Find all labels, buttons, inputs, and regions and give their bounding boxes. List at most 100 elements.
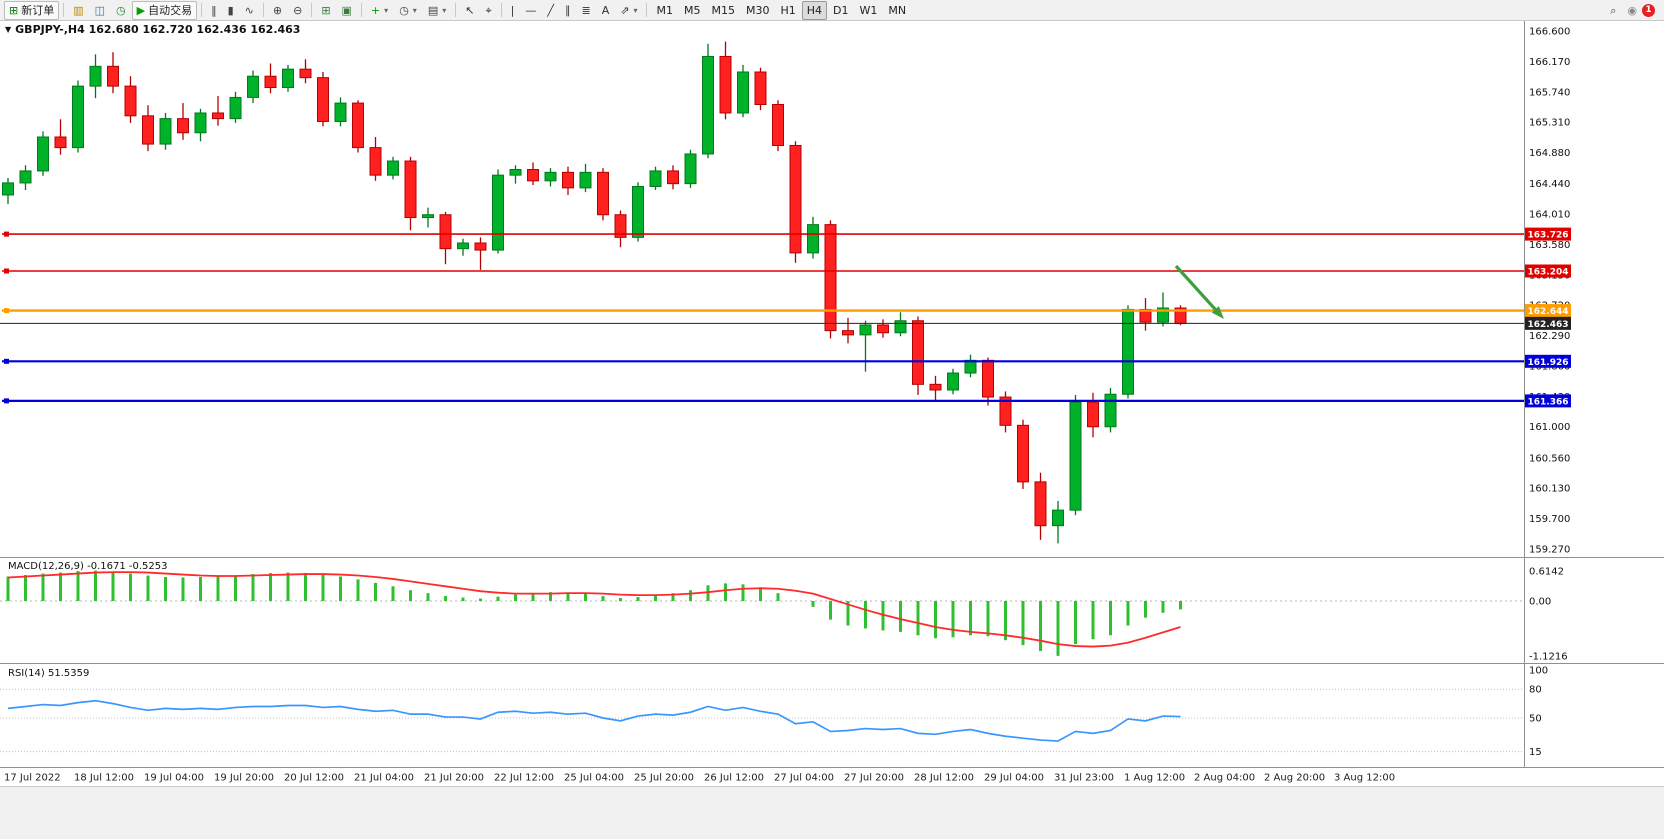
tf-m30[interactable]: M30 [741, 1, 775, 20]
candle-body [194, 112, 207, 134]
svg-text:164.880: 164.880 [1529, 148, 1570, 159]
candle-body [509, 169, 522, 176]
svg-text:165.310: 165.310 [1529, 118, 1570, 129]
candlestick-button[interactable]: ▮ [223, 1, 239, 20]
candle-body [212, 112, 224, 120]
candle-body [1052, 509, 1064, 527]
bar-chart-button[interactable]: ‖ [206, 1, 222, 20]
price-axis[interactable]: 166.600 166.170 165.740 165.310 164.880 164.4… [1529, 27, 1570, 556]
candle-body [124, 85, 137, 117]
hline-handle[interactable] [4, 268, 9, 274]
rsi-indicator-label: RSI(14) 51.5359 [8, 668, 90, 679]
candlestick-icon: ▮ [227, 3, 234, 17]
candle-body [929, 383, 942, 391]
svg-text:20 Jul 12:00: 20 Jul 12:00 [284, 773, 344, 784]
market-watch-button[interactable]: ◷ [111, 1, 131, 20]
zoom-in-button[interactable]: ⊕ [268, 1, 287, 20]
profiles-button[interactable]: ◫ [90, 1, 110, 20]
line-chart-button[interactable]: ∿ [240, 1, 259, 20]
templates-button[interactable]: ▤ ▾ [423, 1, 451, 20]
svg-text:50: 50 [1529, 714, 1542, 725]
candle-body [562, 171, 574, 189]
candle-body [387, 160, 399, 176]
cascade-icon: ▣ [341, 3, 352, 17]
svg-text:27 Jul 04:00: 27 Jul 04:00 [774, 773, 834, 784]
charts-button[interactable]: ▥ [68, 1, 88, 20]
candle-body [859, 324, 872, 336]
autotrade-button[interactable]: ▶ 自动交易 [131, 0, 198, 20]
hlines-layer: 163.726 163.204 162.644 161.926 161.366 162.4… [0, 227, 1571, 408]
svg-text:18 Jul 12:00: 18 Jul 12:00 [74, 773, 134, 784]
indicators-button[interactable]: + ▾ [366, 1, 393, 20]
channel-button[interactable]: ∥ [560, 1, 576, 20]
candle-body [352, 102, 364, 149]
trendline-icon: ╱ [547, 3, 554, 17]
dropdown-caret-icon: ▾ [384, 5, 389, 15]
candle-body [1122, 308, 1134, 395]
vertical-line-button[interactable]: | [506, 1, 520, 20]
svg-text:3 Aug 12:00: 3 Aug 12:00 [1334, 773, 1395, 784]
period-icon: ◷ [399, 3, 409, 17]
new-order-button[interactable]: ⊞ 新订单 [4, 0, 60, 20]
profiles-icon: ◫ [94, 3, 106, 17]
candle-body [842, 330, 854, 336]
candle-body [264, 75, 277, 89]
candle-body [527, 169, 539, 182]
text-button[interactable]: A [597, 1, 615, 20]
tf-mn[interactable]: MN [883, 1, 911, 20]
zoom-out-icon: ⊖ [293, 3, 303, 17]
zoom-out-button[interactable]: ⊖ [288, 1, 307, 20]
alerts-button[interactable]: ◉ 1 [1622, 1, 1660, 20]
tf-h1[interactable]: H1 [775, 1, 800, 20]
collapse-icon[interactable]: ▼ [5, 25, 12, 34]
price-tag: 163.204 [1525, 264, 1571, 278]
toolbar: ⊞ 新订单 ▥ ◫ ◷ ▶ 自动交易 ‖ ▮ ∿ ⊕ ⊖ ⊞ ▣ + ▾ ◷ ▾ ▤ ▾ ↖ ⌖ | — ╱ ∥ ≣ A ⇗ ▾ M1 M5 M… [0, 0, 1664, 21]
tf-h4[interactable]: H4 [801, 0, 828, 20]
svg-text:31 Jul 23:00: 31 Jul 23:00 [1054, 773, 1114, 784]
svg-text:21 Jul 20:00: 21 Jul 20:00 [424, 773, 484, 784]
hline-handle[interactable] [4, 398, 9, 404]
trendline-button[interactable]: ╱ [542, 1, 559, 20]
tf-w1-label: W1 [859, 3, 878, 17]
svg-text:-1.1216: -1.1216 [1529, 651, 1568, 662]
candle-body [299, 68, 312, 79]
tf-m1-label: M1 [656, 3, 673, 17]
candle-body [982, 359, 994, 398]
fibonacci-button[interactable]: ≣ [577, 1, 596, 20]
tf-m1[interactable]: M1 [651, 1, 678, 20]
cursor-button[interactable]: ↖ [460, 1, 479, 20]
search-button[interactable]: ⌕ [1605, 1, 1621, 20]
hline-handle[interactable] [4, 308, 9, 314]
horizontal-line-button[interactable]: — [520, 1, 541, 20]
svg-text:161.366: 161.366 [1528, 397, 1569, 407]
hline-handle[interactable] [4, 231, 9, 237]
candle-body [19, 170, 32, 184]
templates-icon: ▤ [427, 3, 439, 17]
arrows-button[interactable]: ⇗ ▾ [615, 1, 642, 20]
tile-windows-button[interactable]: ⊞ [316, 1, 335, 20]
candle-body [177, 118, 189, 134]
auto-arrange-button[interactable]: ▣ [337, 1, 357, 20]
trend-arrow-annotation[interactable] [1174, 264, 1224, 319]
tf-d1[interactable]: D1 [828, 1, 853, 20]
tf-m15[interactable]: M15 [706, 1, 740, 20]
svg-text:0.6142: 0.6142 [1529, 566, 1564, 577]
candle-body [492, 174, 504, 251]
periods-button[interactable]: ◷ ▾ [394, 1, 422, 20]
svg-text:161.000: 161.000 [1529, 422, 1570, 433]
bar-chart-icon: ‖ [211, 3, 217, 17]
crosshair-icon: ⌖ [485, 3, 492, 17]
candle-body [159, 118, 172, 145]
dropdown-caret-icon: ▾ [633, 5, 638, 15]
candle-body [1104, 393, 1117, 428]
tf-w1[interactable]: W1 [855, 1, 883, 20]
time-axis[interactable]: 17 Jul 2022 18 Jul 12:00 19 Jul 04:00 19 Ju… [4, 773, 1395, 784]
candle-body [457, 242, 469, 250]
hline-handle[interactable] [4, 358, 9, 364]
crosshair-button[interactable]: ⌖ [480, 1, 496, 20]
toolbar-separator [201, 3, 203, 17]
tf-m5[interactable]: M5 [679, 1, 706, 20]
price-tag: 162.463 [1525, 316, 1571, 330]
horizontal-line-icon: — [525, 3, 537, 17]
